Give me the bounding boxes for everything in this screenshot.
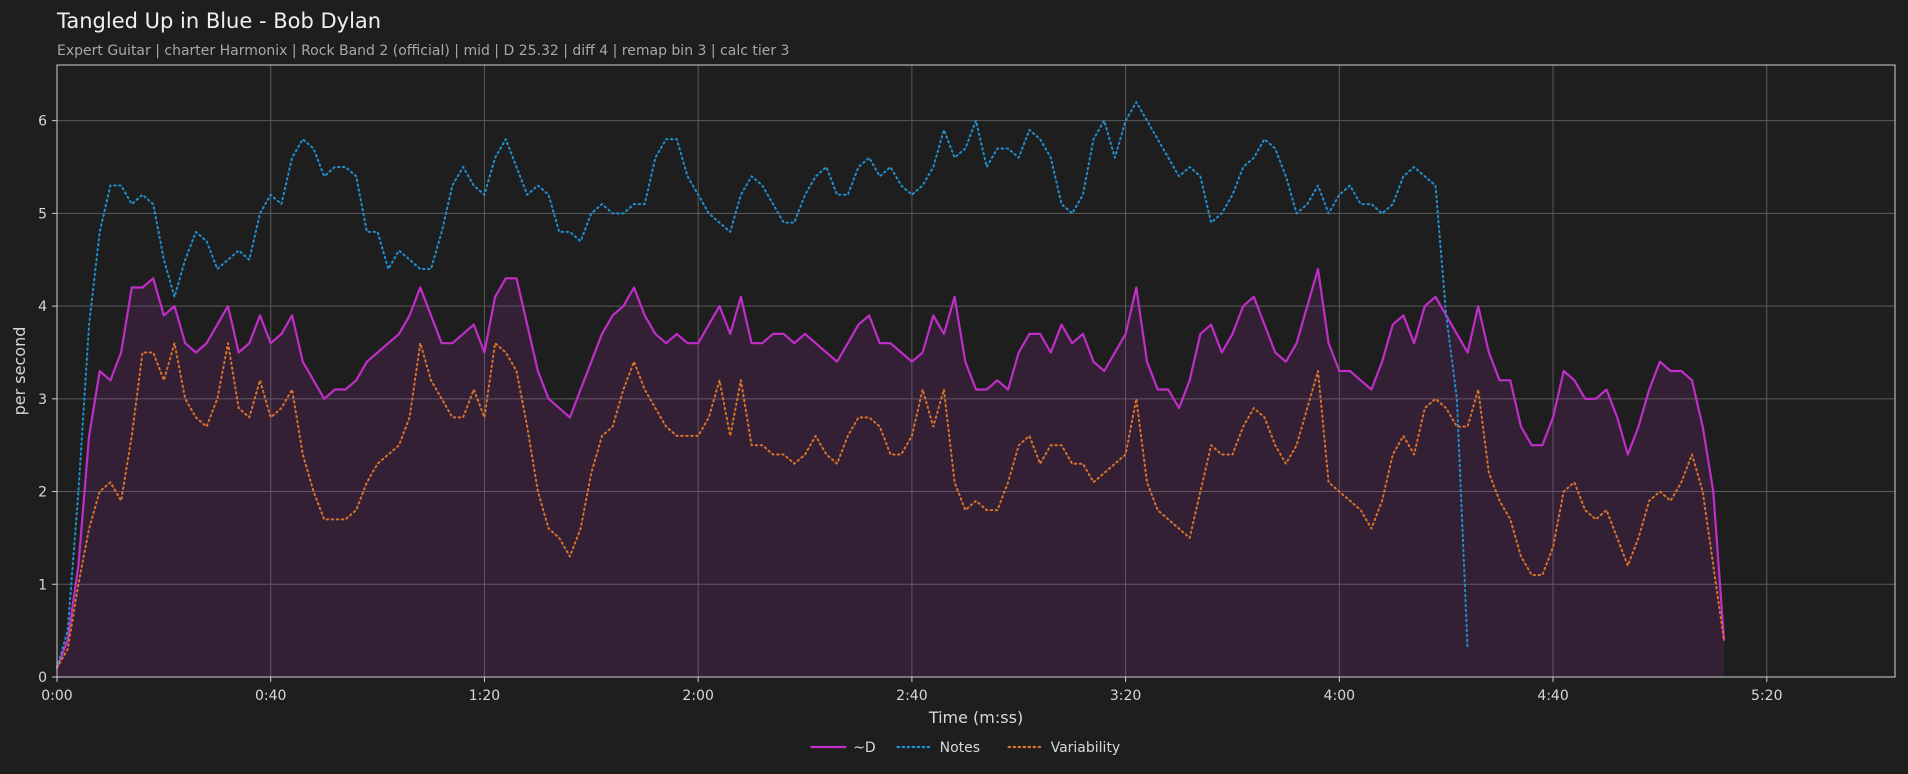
x-tick-label: 4:40 — [1537, 688, 1568, 704]
x-axis-label: Time (m:ss) — [928, 708, 1023, 727]
x-tick-label: 3:20 — [1110, 688, 1141, 704]
x-tick-label: 1:20 — [469, 688, 500, 704]
legend-label-2: Variability — [1051, 740, 1121, 756]
y-tick-label: 3 — [38, 392, 47, 408]
y-tick-label: 2 — [38, 485, 47, 501]
x-tick-label: 2:00 — [682, 688, 713, 704]
y-tick-label: 0 — [38, 670, 47, 686]
series-line-2 — [56, 342, 1725, 669]
fill-area — [57, 269, 1724, 677]
y-tick-label: 5 — [38, 206, 47, 222]
series-lines — [55, 101, 1726, 669]
axis-ticks: 0:00 0:40 1:20 2:00 2:40 3:20 4:00 4:40 5:20 0 1 2 3… — [38, 114, 1782, 704]
legend-label-1: Notes — [940, 740, 980, 756]
y-tick-label: 6 — [38, 114, 47, 130]
series-line-1 — [56, 101, 1469, 669]
x-tick-label: 5:20 — [1751, 688, 1782, 704]
y-tick-label: 1 — [38, 577, 47, 593]
y-axis-label: per second — [10, 327, 29, 416]
plot-frame — [56, 64, 1896, 678]
y-tick-label: 4 — [38, 299, 47, 315]
legend: ~D Notes Variability — [810, 740, 1121, 756]
x-tick-label: 0:40 — [255, 688, 286, 704]
series-fill-0 — [57, 269, 1724, 677]
chart-title: Tangled Up in Blue - Bob Dylan — [56, 9, 381, 33]
x-tick-label: 4:00 — [1324, 688, 1355, 704]
x-tick-label: 2:40 — [896, 688, 927, 704]
legend-label-0: ~D — [853, 740, 876, 756]
x-tick-label: 0:00 — [41, 688, 72, 704]
chart-subtitle: Expert Guitar | charter Harmonix | Rock … — [57, 43, 789, 59]
